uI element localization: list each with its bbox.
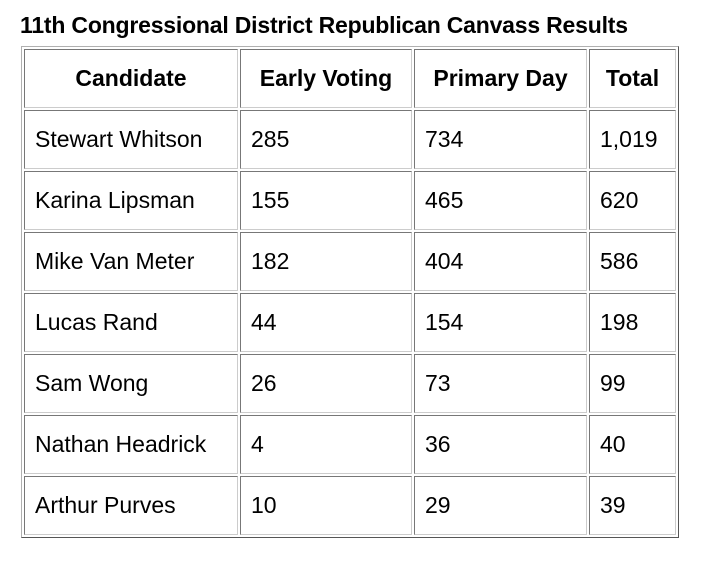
table-cell: Sam Wong (24, 354, 238, 413)
table-row: Lucas Rand 44 154 198 (24, 293, 676, 352)
table-cell: 198 (589, 293, 676, 352)
table-cell: Stewart Whitson (24, 110, 238, 169)
table-cell: 40 (589, 415, 676, 474)
table-row: Sam Wong 26 73 99 (24, 354, 676, 413)
table-cell: 39 (589, 476, 676, 535)
table-cell: 1,019 (589, 110, 676, 169)
table-row: Stewart Whitson 285 734 1,019 (24, 110, 676, 169)
header-cell: Total (589, 49, 676, 108)
table-row: Nathan Headrick 4 36 40 (24, 415, 676, 474)
table-cell: 404 (414, 232, 587, 291)
table-head: Candidate Early Voting Primary Day Total (24, 49, 676, 108)
table-cell: Karina Lipsman (24, 171, 238, 230)
table-cell: 26 (240, 354, 412, 413)
table-cell: Nathan Headrick (24, 415, 238, 474)
table-cell: 44 (240, 293, 412, 352)
table-row: Arthur Purves 10 29 39 (24, 476, 676, 535)
table-cell: Arthur Purves (24, 476, 238, 535)
table-cell: 4 (240, 415, 412, 474)
table-cell: Mike Van Meter (24, 232, 238, 291)
header-cell: Early Voting (240, 49, 412, 108)
results-table: Candidate Early Voting Primary Day Total St… (21, 46, 679, 538)
table-cell: 620 (589, 171, 676, 230)
table-cell: 586 (589, 232, 676, 291)
table-cell: 182 (240, 232, 412, 291)
header-cell: Primary Day (414, 49, 587, 108)
table-cell: 734 (414, 110, 587, 169)
table-cell: 155 (240, 171, 412, 230)
table-row: Mike Van Meter 182 404 586 (24, 232, 676, 291)
table-cell: 99 (589, 354, 676, 413)
table-cell: Lucas Rand (24, 293, 238, 352)
page-title: 11th Congressional District Republican C… (20, 12, 628, 38)
table-cell: 29 (414, 476, 587, 535)
header-cell: Candidate (24, 49, 238, 108)
table-cell: 154 (414, 293, 587, 352)
table-cell: 73 (414, 354, 587, 413)
table-row: Karina Lipsman 155 465 620 (24, 171, 676, 230)
table-cell: 465 (414, 171, 587, 230)
table-cell: 285 (240, 110, 412, 169)
table-cell: 10 (240, 476, 412, 535)
table-cell: 36 (414, 415, 587, 474)
table-body: Stewart Whitson 285 734 1,019 Karina Lipsman… (24, 110, 676, 535)
header-row: Candidate Early Voting Primary Day Total (24, 49, 676, 108)
